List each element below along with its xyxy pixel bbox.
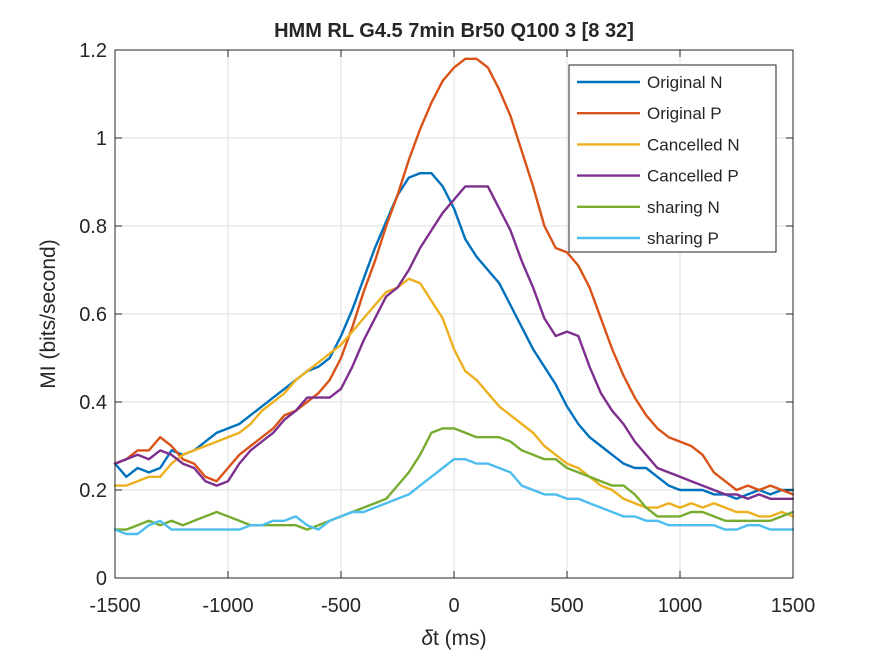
x-tick-label: -1000 xyxy=(202,595,253,617)
series-lines xyxy=(113,57,795,536)
series-line-original-n xyxy=(113,172,795,500)
chart-title: HMM RL G4.5 7min Br50 Q100 3 [8 32] xyxy=(274,20,634,42)
series-line-original-p xyxy=(113,57,795,496)
legend: Original N Original P Cancelled N Cancelled… xyxy=(568,64,777,253)
y-tick-label: 0.4 xyxy=(79,392,107,414)
y-axis-label: MI (bits/second) xyxy=(37,239,60,388)
x-tick-label: -1500 xyxy=(89,595,140,617)
x-tick-label: -500 xyxy=(321,595,361,617)
series-line-sharing-p xyxy=(113,458,795,536)
x-tick-label: 0 xyxy=(448,595,459,617)
legend-label-sharing-n: sharing N xyxy=(647,198,720,217)
x-axis-label: δt (ms) xyxy=(421,627,486,650)
series-line-cancelled-p xyxy=(113,185,795,500)
y-tick-label: 1.2 xyxy=(79,40,107,62)
legend-label-cancelled-n: Cancelled N xyxy=(647,135,740,154)
x-tick-label: 1500 xyxy=(771,595,816,617)
legend-label-sharing-p: sharing P xyxy=(647,229,719,248)
y-tick-label: 1 xyxy=(96,128,107,150)
y-tick-label: 0.8 xyxy=(79,216,107,238)
y-tick-label: 0.6 xyxy=(79,304,107,326)
legend-label-cancelled-p: Cancelled P xyxy=(647,167,739,186)
x-tick-label: 500 xyxy=(550,595,583,617)
y-tick-label: 0 xyxy=(96,568,107,590)
legend-box xyxy=(568,64,777,253)
series-line-sharing-n xyxy=(113,427,795,531)
x-tick-label: 1000 xyxy=(658,595,703,617)
legend-label-original-n: Original N xyxy=(647,73,723,92)
tick-labels: -1500 -1000 -500 0 500 1000 1500 0 0.2 0.4 0.6 0.8 1… xyxy=(79,40,815,617)
series-line-cancelled-n xyxy=(113,277,795,518)
x-axis-label-text: t (ms) xyxy=(433,627,487,650)
x-axis-label-symbol: δ xyxy=(421,627,433,650)
y-tick-label: 0.2 xyxy=(79,480,107,502)
axis-ticks xyxy=(114,49,794,579)
legend-label-original-p: Original P xyxy=(647,104,722,123)
